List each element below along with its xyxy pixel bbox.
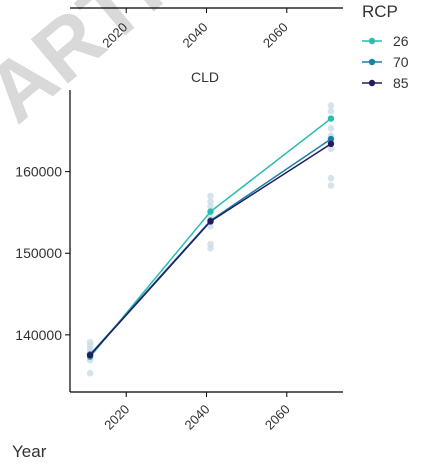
cld-series-layer [86,115,335,361]
cld-x-tick-label: 2020 [101,402,132,433]
legend-label-26: 26 [393,33,409,49]
cld-y-tick-label: 150000 [15,245,62,261]
scatter-point [86,369,94,377]
legend-title: RCP [362,2,398,21]
top-x-tick-label: 2060 [260,20,291,51]
legend-label-70: 70 [393,54,409,70]
scatter-point [207,203,214,211]
series-point-85 [327,140,335,148]
scatter-point [327,145,335,153]
legend-key-point-85 [368,79,376,87]
series-point-85 [86,352,94,359]
legend: RCP 26 70 85 [362,2,409,91]
scatter-point [207,198,214,206]
series-point-26 [327,115,335,122]
legend-key-point-70 [368,58,376,66]
series-point-85 [207,218,214,225]
x-axis-label: Year [12,442,47,461]
cld-panel: CLD 140000 150000 160000 2020 2040 2060 [15,69,343,433]
scatter-point [207,240,214,248]
scatter-point [327,102,335,109]
scatter-point [327,107,335,115]
scatter-point [327,182,335,189]
series-line-26 [89,117,332,358]
cld-x-tick-label: 2040 [182,402,213,433]
legend-key-point-26 [368,37,376,45]
cld-y-tick-label: 160000 [15,164,62,180]
legend-label-85: 85 [393,75,409,91]
series-point-70 [327,135,335,143]
scatter-point [327,125,335,132]
cld-x-tick-label: 2060 [262,402,293,433]
scatter-point [207,192,214,200]
series-point-26 [207,208,214,215]
scatter-point [327,174,335,182]
cld-panel-title: CLD [191,69,219,85]
scatter-point [86,338,94,346]
cld-y-tick-label: 140000 [15,327,62,343]
top-x-tick-label: 2040 [180,20,211,51]
cld-scatter-layer [86,102,335,377]
